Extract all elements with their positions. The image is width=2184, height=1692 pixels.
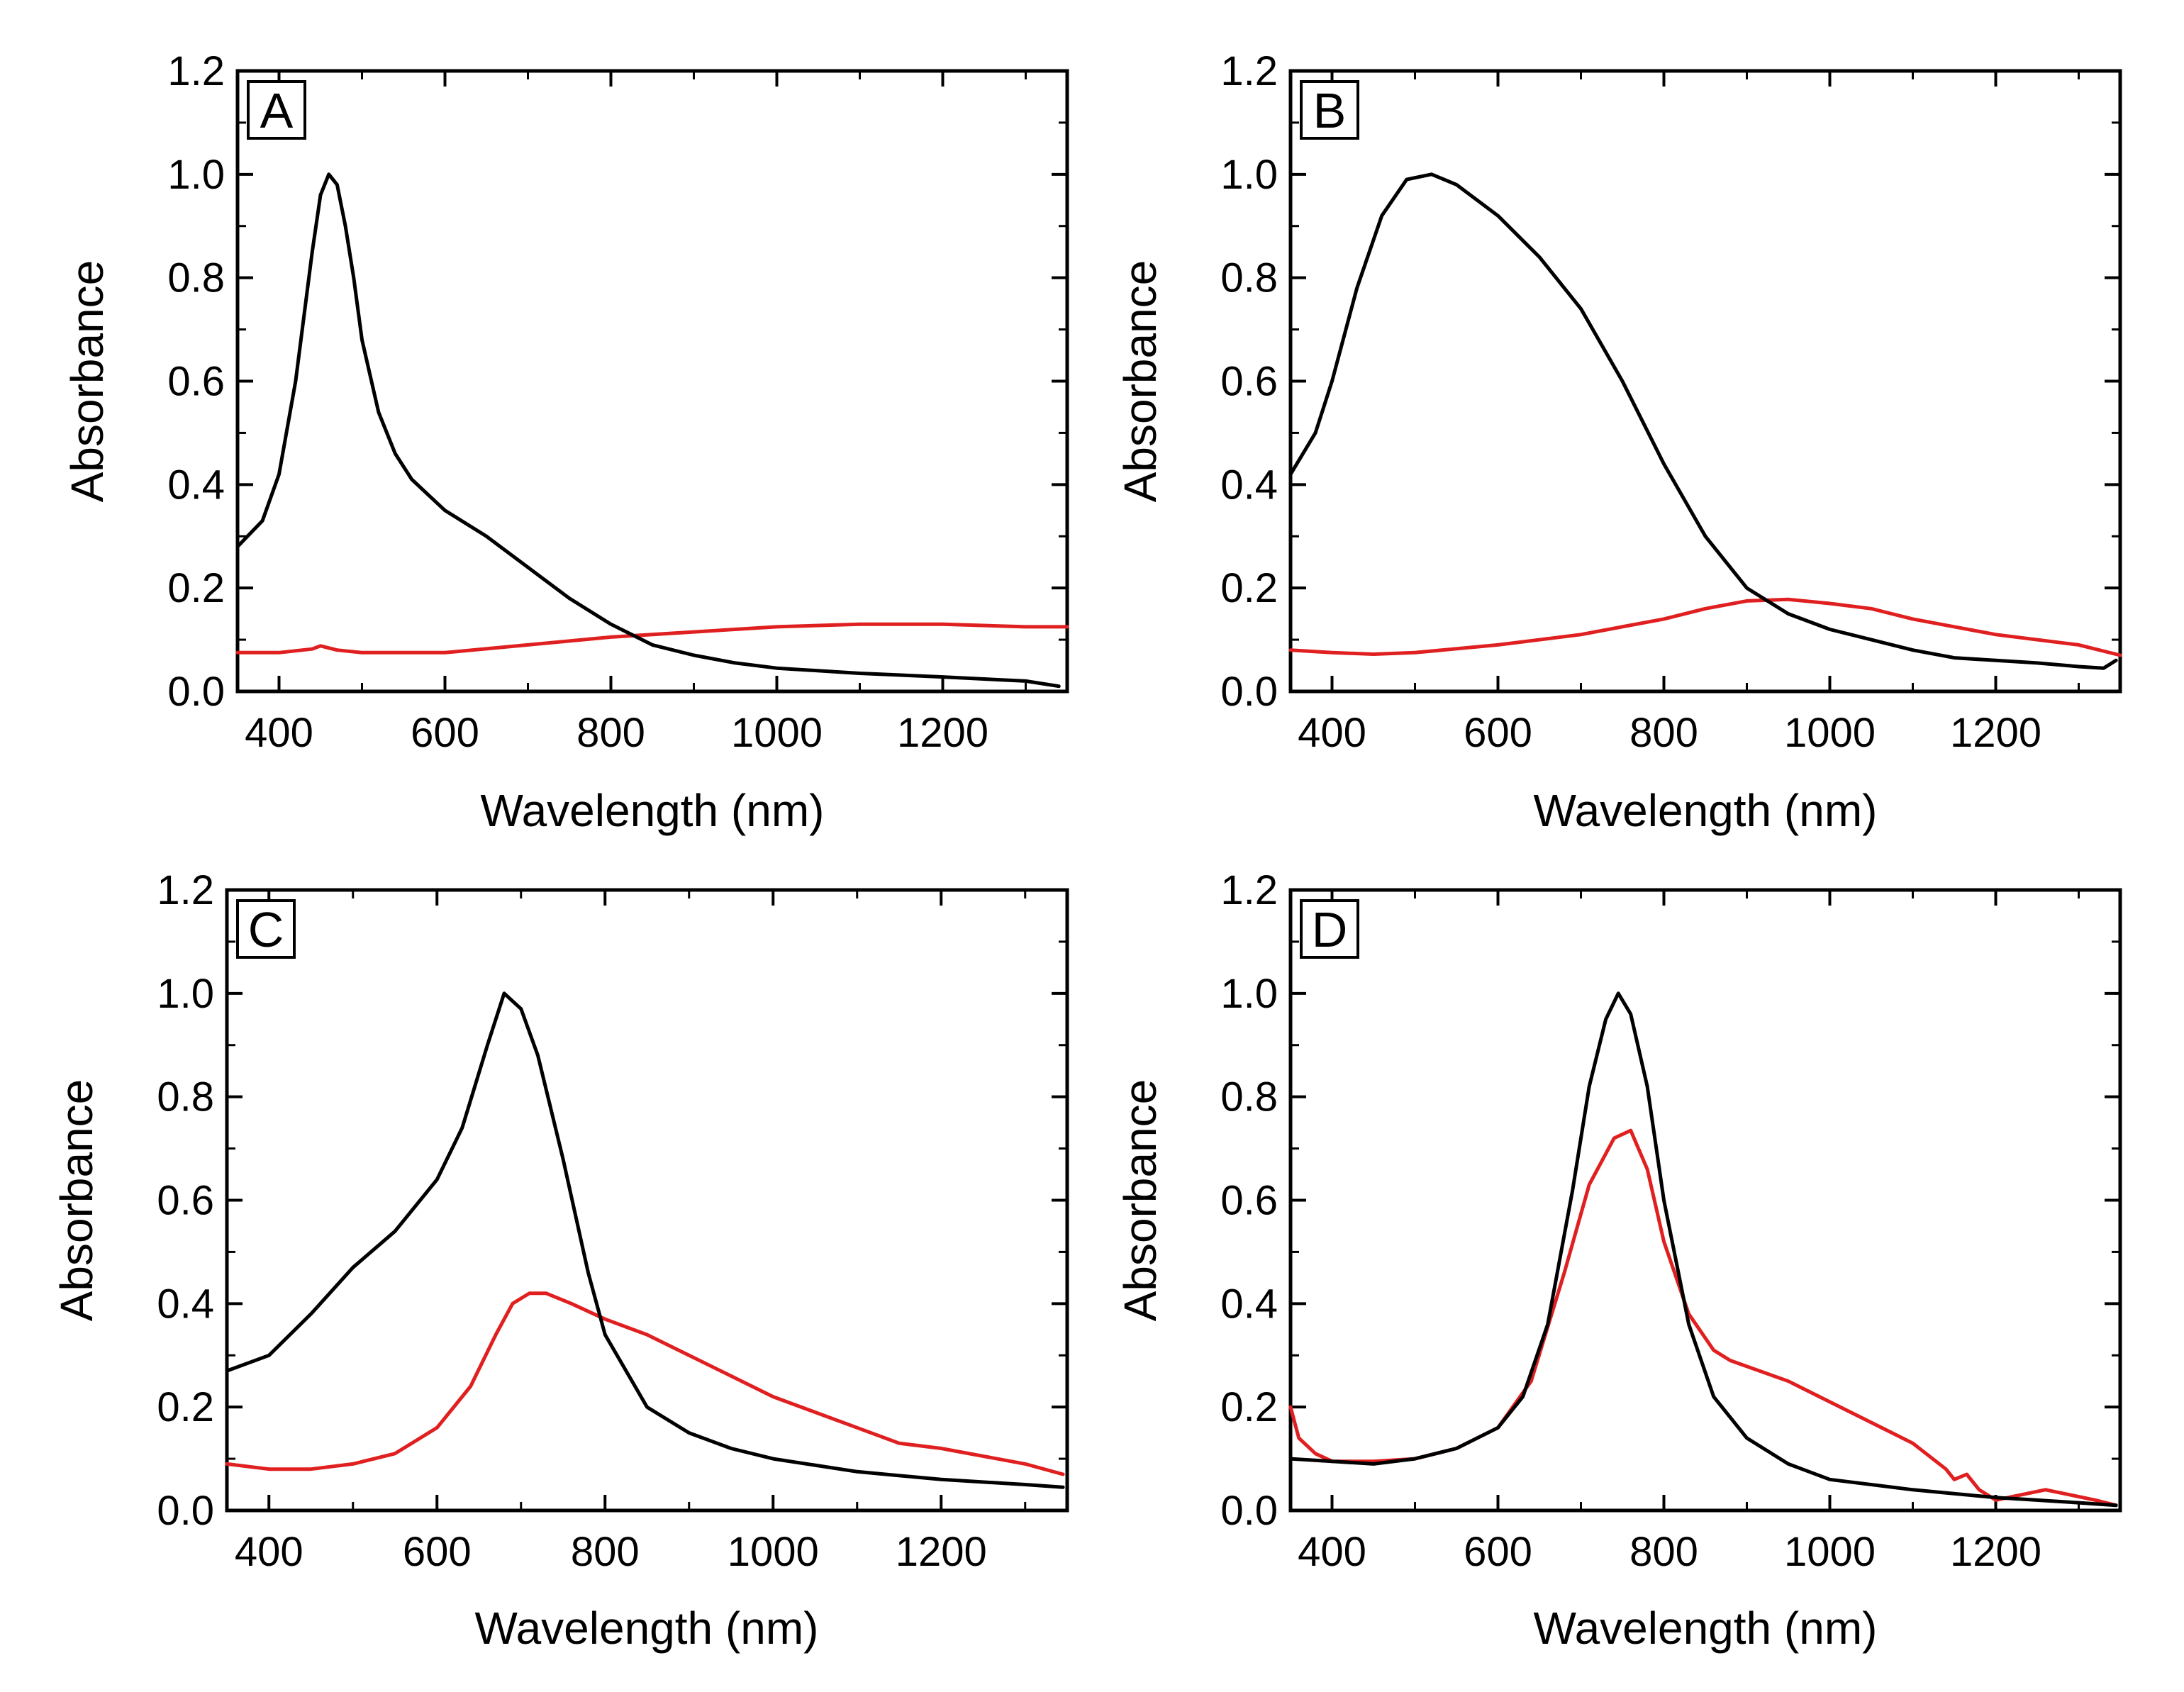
axis-ticks: 400 600 800 1000 1200 0.0 0.2 0.4 0.6 0.8 1.0 1.2: [157, 867, 1067, 1575]
x-tick-label: 400: [1298, 710, 1366, 756]
x-tick-label: 1200: [897, 710, 988, 756]
y-tick-label: 1.2: [1220, 48, 1278, 94]
y-tick-label: 0.0: [167, 669, 225, 715]
series-group: [1288, 172, 2122, 670]
panel-label-box: [1300, 80, 1359, 140]
series-group: [225, 991, 1065, 1489]
y-tick-label: 0.0: [1220, 669, 1278, 715]
y-tick-label: 0.6: [157, 1178, 214, 1224]
y-tick-label: 0.2: [1220, 1384, 1278, 1430]
x-axis-label: Wavelength (nm): [475, 1603, 819, 1654]
y-tick-label: 0.8: [1220, 1074, 1278, 1120]
x-tick-label: 1000: [731, 710, 823, 756]
y-tick-label: 0.4: [1220, 462, 1278, 508]
series-line-black: [1288, 172, 2118, 670]
y-tick-label: 0.2: [167, 565, 225, 611]
y-tick-label: 0.2: [1220, 565, 1278, 611]
panel-label: D: [1312, 902, 1348, 957]
panel-label-box: [1300, 899, 1359, 959]
x-tick-label: 600: [1464, 1529, 1532, 1575]
series-group: [1288, 991, 2118, 1508]
series-line-black: [1288, 991, 2118, 1508]
panel-label: B: [1313, 83, 1347, 138]
x-tick-label: 1200: [1950, 710, 2041, 756]
y-tick-label: 0.8: [157, 1074, 214, 1120]
series-line-red: [225, 1291, 1065, 1476]
panel-label: C: [248, 902, 284, 957]
y-tick-label: 0.6: [1220, 359, 1278, 405]
x-axis-label: Wavelength (nm): [1534, 785, 1878, 836]
panel-label-box: [247, 80, 306, 140]
x-tick-label: 1000: [1784, 1529, 1876, 1575]
y-axis-label: Absorbance: [1115, 260, 1166, 503]
axis-ticks: 400 600 800 1000 1200 0.0 0.2 0.4 0.6 0.8 1.0 1.2: [1220, 867, 2120, 1575]
y-tick-label: 0.0: [157, 1488, 214, 1534]
y-tick-label: 0.8: [1220, 255, 1278, 301]
x-tick-label: 800: [571, 1529, 640, 1575]
y-tick-label: 0.8: [167, 255, 225, 301]
x-tick-label: 600: [411, 710, 479, 756]
y-tick-label: 1.2: [1220, 867, 1278, 913]
x-tick-label: 400: [1298, 1529, 1366, 1575]
y-tick-label: 0.4: [1220, 1281, 1278, 1327]
x-axis-label: Wavelength (nm): [1534, 1603, 1878, 1654]
x-tick-label: 1000: [728, 1529, 819, 1575]
x-tick-label: 1200: [1950, 1529, 2041, 1575]
panel-a: 400 600 800 1000 1200 0.0 0.2 0.4 0.6 0.8 1.0 1.2 A…: [62, 48, 1069, 836]
series-group: [235, 172, 1069, 689]
x-tick-label: 400: [235, 1529, 303, 1575]
axis-ticks: 400 600 800 1000 1200 0.0 0.2 0.4 0.6 0.8 1.0 1.2: [167, 48, 1067, 756]
panel-label: A: [260, 83, 294, 138]
y-tick-label: 0.0: [1220, 1488, 1278, 1534]
panel-label-box: [236, 899, 296, 959]
panel-c: 400 600 800 1000 1200 0.0 0.2 0.4 0.6 0.8 1.0 1.2 C…: [51, 867, 1069, 1654]
x-tick-label: 800: [1629, 710, 1698, 756]
y-tick-label: 0.4: [157, 1281, 214, 1327]
series-line-black: [235, 172, 1061, 689]
axis-ticks: 400 600 800 1000 1200 0.0 0.2 0.4 0.6 0.8 1.0 1.2: [1220, 48, 2120, 756]
x-tick-label: 400: [245, 710, 313, 756]
x-tick-label: 600: [1464, 710, 1532, 756]
y-tick-label: 0.2: [157, 1384, 214, 1430]
y-tick-label: 1.2: [157, 867, 214, 913]
x-axis-label: Wavelength (nm): [481, 785, 825, 836]
x-tick-label: 600: [403, 1529, 472, 1575]
panel-d: 400 600 800 1000 1200 0.0 0.2 0.4 0.6 0.8 1.0 1.2 D…: [1115, 867, 2122, 1654]
y-axis-label: Absorbance: [62, 260, 113, 503]
x-tick-label: 800: [1629, 1529, 1698, 1575]
series-line-red: [235, 622, 1069, 655]
x-tick-label: 1000: [1784, 710, 1876, 756]
y-tick-label: 0.4: [167, 462, 225, 508]
y-tick-label: 1.0: [1220, 971, 1278, 1017]
panel-b: 400 600 800 1000 1200 0.0 0.2 0.4 0.6 0.8 1.0 1.2 B…: [1115, 48, 2122, 836]
y-tick-label: 0.6: [167, 359, 225, 405]
y-tick-label: 1.0: [1220, 152, 1278, 198]
y-axis-label: Absorbance: [51, 1079, 102, 1322]
y-tick-label: 1.0: [167, 152, 225, 198]
y-tick-label: 1.2: [167, 48, 225, 94]
x-tick-label: 1200: [896, 1529, 987, 1575]
series-line-black: [225, 991, 1065, 1489]
x-tick-label: 800: [576, 710, 645, 756]
y-tick-label: 0.6: [1220, 1178, 1278, 1224]
y-tick-label: 1.0: [157, 971, 214, 1017]
series-line-red: [1288, 597, 2122, 657]
y-axis-label: Absorbance: [1115, 1079, 1166, 1322]
